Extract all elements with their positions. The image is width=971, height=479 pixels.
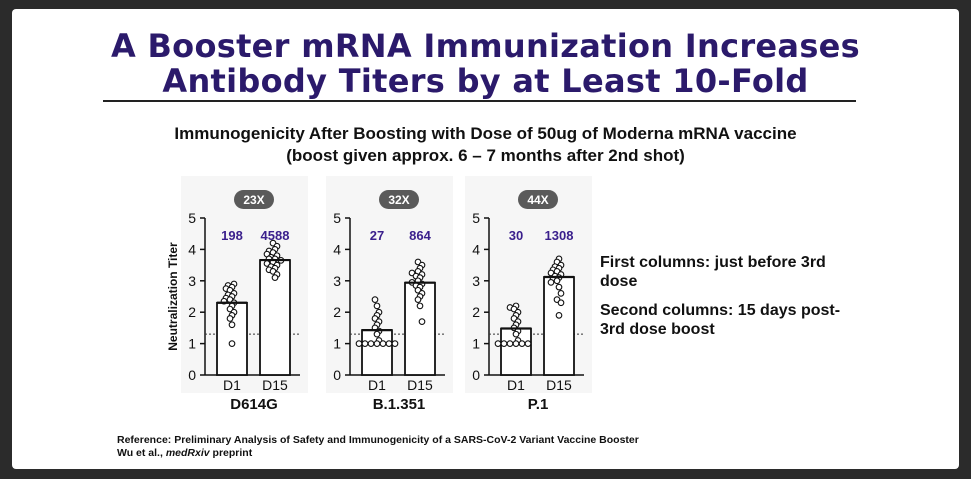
data-label: 198 [221,228,243,243]
y-tick-label: 2 [188,304,196,320]
y-tick-label: 5 [472,210,480,226]
data-point [373,330,381,338]
y-tick-label: 4 [188,241,196,257]
data-point [555,311,563,319]
data-point [385,340,393,347]
note-first-columns: First columns: just before 3rd dose [600,254,826,290]
data-point [355,340,363,347]
fold-badge [518,190,558,209]
x-tick-label: D1 [223,377,241,393]
x-tick-label: D15 [407,377,433,393]
subtitle-line-2: (boost given approx. 6 – 7 months after … [286,146,685,165]
data-point [557,290,565,297]
data-point [271,274,279,282]
y-tick-label: 0 [333,367,341,383]
data-point [494,340,502,347]
variant-label: D614G [230,396,278,413]
y-tick-label: 4 [333,241,341,257]
y-tick-label: 1 [188,336,196,352]
reference-journal: medRxiv [165,447,210,459]
data-point [555,283,563,291]
reference-line-2: Wu et al., medRxiv preprint [117,447,639,460]
title-divider [103,100,856,102]
data-label: 27 [370,228,384,243]
reference-suffix: preprint [209,447,253,459]
x-tick-label: D15 [546,377,572,393]
y-tick-label: 3 [188,273,196,289]
data-label: 864 [409,228,431,243]
data-point [506,340,514,347]
slide: A Booster mRNA Immunization Increases An… [12,9,959,469]
title-line-2: Antibody Titers by at Least 10-Fold [162,62,809,100]
fold-badge-label: 44X [527,193,548,207]
y-tick-label: 2 [333,304,341,320]
fold-badge [234,190,274,209]
data-point [414,296,422,303]
y-tick-label: 0 [188,367,196,383]
data-point [373,340,381,347]
data-point [557,299,565,307]
y-tick-label: 1 [472,336,480,352]
data-point [373,302,381,310]
data-point [512,340,520,347]
data-point [371,296,379,303]
fold-badge-label: 32X [388,193,409,207]
data-point [547,279,555,286]
data-point [228,340,236,347]
data-point [391,340,399,347]
variant-label: P.1 [528,396,549,413]
data-label: 30 [509,228,523,243]
data-point [416,302,424,310]
data-label: 4588 [261,228,290,243]
charts-area: 012345198D14588D1523XD614GNeutralization… [166,176,592,413]
data-point [512,330,520,338]
data-point [379,340,387,347]
x-tick-label: D1 [507,377,525,393]
data-point [228,321,236,329]
reference-line-1: Reference: Preliminary Analysis of Safet… [117,434,639,446]
data-point [361,340,369,347]
fold-badge-label: 23X [243,193,264,207]
data-point [553,277,561,285]
reference-authors: Wu et al., [117,447,166,459]
data-point [500,340,508,347]
data-point [518,340,526,347]
slide-title: A Booster mRNA Immunization Increases An… [12,29,959,99]
data-point [524,340,532,347]
y-tick-label: 3 [333,273,341,289]
y-tick-label: 4 [472,241,480,257]
note-second-columns: Second columns: 15 days post-3rd dose bo… [600,302,841,338]
y-tick-label: 1 [333,336,341,352]
variant-label: B.1.351 [373,396,426,413]
x-tick-label: D15 [262,377,288,393]
y-tick-label: 0 [472,367,480,383]
title-line-1: A Booster mRNA Immunization Increases [110,27,861,65]
chart-subtitle: Immunogenicity After Boosting with Dose … [12,123,959,167]
data-point [226,315,234,322]
y-tick-label: 2 [472,304,480,320]
data-label: 1308 [545,228,574,243]
data-point [367,340,375,347]
data-point [418,318,426,325]
reference: Reference: Preliminary Analysis of Safet… [117,434,639,460]
y-tick-label: 3 [472,273,480,289]
y-tick-label: 5 [333,210,341,226]
y-tick-label: 5 [188,210,196,226]
x-tick-label: D1 [368,377,386,393]
fold-badge [379,190,419,209]
legend-notes: First columns: just before 3rd dose Seco… [600,253,850,349]
subtitle-line-1: Immunogenicity After Boosting with Dose … [174,124,797,143]
y-axis-label: Neutralization Titer [166,242,180,351]
